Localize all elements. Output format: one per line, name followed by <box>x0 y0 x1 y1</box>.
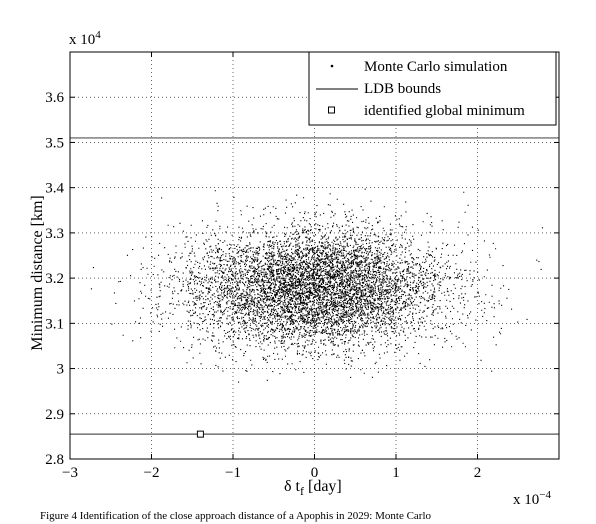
y-tick-label: 3.3 <box>45 226 64 242</box>
ldb-bound-lines <box>70 137 559 438</box>
legend: Monte Carlo simulation LDB bounds identi… <box>308 51 557 126</box>
x-tick-label: 1 <box>392 465 400 481</box>
y-multiplier-exponent: 4 <box>95 29 101 41</box>
y-axis-label: Minimum distance [km] <box>29 195 46 351</box>
legend-label-monte-carlo: Monte Carlo simulation <box>364 59 508 75</box>
x-axis-multiplier: x 10−4 <box>513 489 551 508</box>
x-axis-label-unit: [day] <box>304 478 342 495</box>
legend-label-ldb-bounds: LDB bounds <box>364 81 441 97</box>
legend-dot-marker <box>330 64 334 68</box>
x-multiplier-exponent: −4 <box>539 489 551 501</box>
y-tick-label: 3.5 <box>45 135 64 151</box>
y-tick-label: 3.4 <box>45 181 64 197</box>
x-tick-label: 0 <box>311 465 319 481</box>
x-axis-label: δ tf [day] <box>284 478 342 498</box>
global-minimum-marker <box>196 430 204 438</box>
legend-square-marker <box>328 106 335 114</box>
legend-label-global-minimum: identified global minimum <box>364 103 525 119</box>
x-tick-label: −1 <box>225 465 241 481</box>
x-tick-label: −3 <box>62 465 78 481</box>
monte-carlo-points <box>90 188 544 383</box>
y-tick-label: 3.1 <box>45 316 64 332</box>
y-tick-label: 3.2 <box>45 271 64 287</box>
y-tick-label: 3.6 <box>45 90 64 106</box>
monte-carlo-point-cloud <box>90 188 544 383</box>
y-axis-multiplier: x 104 <box>69 29 101 48</box>
y-tick-label: 2.9 <box>45 407 64 423</box>
x-tick-labels: −3 −2 −1 0 1 2 <box>62 465 481 481</box>
figure-caption: Figure 4 Identification of the close app… <box>40 510 432 522</box>
y-tick-labels: 2.8 2.9 3 3.1 3.2 3.3 3.4 3.5 3.6 <box>45 90 64 468</box>
x-tick-label: 2 <box>474 465 482 481</box>
y-tick-label: 3 <box>57 362 65 378</box>
x-axis-label-subscript: f <box>300 484 304 498</box>
x-tick-label: −2 <box>144 465 160 481</box>
y-tick-label: 2.8 <box>45 452 64 468</box>
